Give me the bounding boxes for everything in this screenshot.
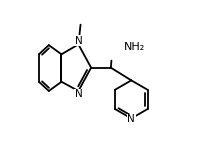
Text: NH₂: NH₂ <box>124 42 145 51</box>
Text: N: N <box>127 114 135 124</box>
Text: N: N <box>75 90 82 99</box>
Text: N: N <box>75 36 82 46</box>
